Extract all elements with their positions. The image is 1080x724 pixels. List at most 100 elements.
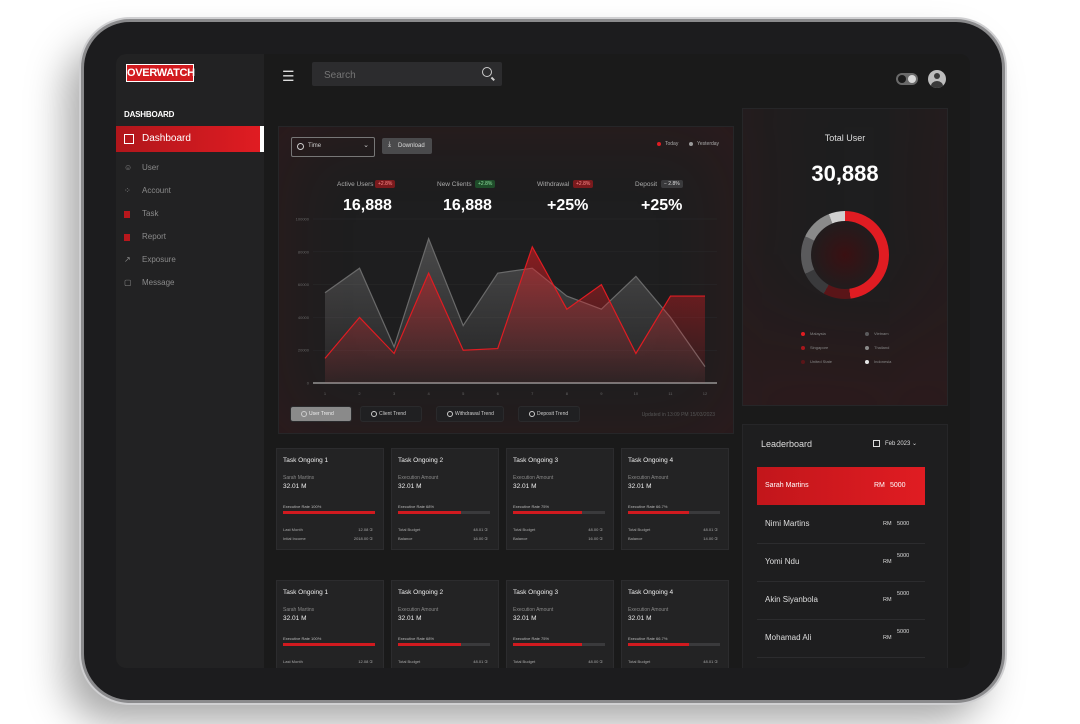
task-row-label: Total Budget xyxy=(628,659,651,664)
task-rate-value: 75% xyxy=(541,636,550,641)
task-rate: Executive Rate 68% xyxy=(398,636,434,641)
task-rate-label: Executive Rate xyxy=(628,636,655,641)
task-progress-bar xyxy=(283,511,375,514)
accounts-icon: ⁘ xyxy=(124,186,131,195)
task-card[interactable]: Task Ongoing 4 Execution Amount 32.01 M Exe… xyxy=(621,448,729,550)
task-rate-value: 75% xyxy=(541,504,550,509)
task-progress-fill xyxy=(283,511,375,514)
clock-icon xyxy=(371,411,377,417)
metric-label: Deposit xyxy=(635,181,658,188)
calendar-icon xyxy=(873,440,880,447)
legend-item: Vietnam xyxy=(865,331,889,336)
brand-logo[interactable]: OVERWATCH xyxy=(126,64,195,82)
y-tick-label: 60000 xyxy=(298,282,310,287)
sidebar-section-label: DASHBOARD xyxy=(124,110,175,119)
task-row-value: 12.08 ① xyxy=(358,659,373,664)
leaderboard-row[interactable]: Sarah Martins RM 5000 xyxy=(757,467,925,505)
task-title: Task Ongoing 2 xyxy=(398,589,444,596)
task-rate-label: Executive Rate xyxy=(283,504,310,509)
task-row-value: 48.01 ① xyxy=(473,527,488,532)
tab-withdrawal-trend[interactable]: Withdrawal Trend xyxy=(437,407,503,421)
task-card[interactable]: Task Ongoing 3 Execution Amount 32.01 M Exe… xyxy=(506,580,614,668)
trend-chart-card: Time ⌄ ⤓ Download Today Yesterday Active… xyxy=(278,126,734,434)
clock-icon xyxy=(297,143,304,150)
task-row-value: 12.08 ① xyxy=(358,527,373,532)
legend-dot xyxy=(689,141,693,146)
metric-badge: +2.8% xyxy=(475,180,496,188)
leader-name: Sarah Martins xyxy=(765,482,809,489)
leaderboard-row[interactable]: Akin Siyanbola RM 5000 xyxy=(757,583,925,620)
task-amount: 32.01 M xyxy=(283,615,307,622)
task-card[interactable]: Task Ongoing 1 Sarah Martins 32.01 M Execut… xyxy=(276,448,384,550)
chevron-down-icon: ⌄ xyxy=(912,441,918,448)
tab-deposit-trend[interactable]: Deposit Trend xyxy=(519,407,579,421)
task-subtitle: Execution Amount xyxy=(398,475,439,481)
y-tick-label: 20000 xyxy=(298,348,310,353)
task-rate-label: Executive Rate xyxy=(398,504,425,509)
task-progress-bar xyxy=(398,643,490,646)
leaderboard-row[interactable]: Yomi Ndu RM 5000 xyxy=(757,545,925,582)
task-subtitle: Execution Amount xyxy=(513,475,554,481)
task-progress-bar xyxy=(283,643,375,646)
clock-icon xyxy=(447,411,453,417)
task-card[interactable]: Task Ongoing 1 Sarah Martins 32.01 M Execut… xyxy=(276,580,384,668)
task-row-label: Intial Income xyxy=(283,536,306,541)
x-tick-label: 9 xyxy=(600,391,603,396)
legend-item: United State xyxy=(801,359,832,364)
task-subtitle: Execution Amount xyxy=(628,475,669,481)
search-box[interactable] xyxy=(312,62,502,86)
report-icon xyxy=(124,234,130,241)
leader-amount: 5000 xyxy=(897,629,910,635)
task-progress-fill xyxy=(283,643,375,646)
task-rate-label: Executive Rate xyxy=(398,636,425,641)
task-card[interactable]: Task Ongoing 3 Execution Amount 32.01 M Exe… xyxy=(506,448,614,550)
task-card[interactable]: Task Ongoing 2 Execution Amount 32.01 M Exe… xyxy=(391,448,499,550)
country-donut-chart xyxy=(801,211,889,299)
legend-dot xyxy=(657,141,661,146)
legend-label: Singapore xyxy=(810,345,829,350)
task-title: Task Ongoing 1 xyxy=(283,457,329,464)
metric-label: New Clients xyxy=(437,181,472,188)
legend-item: Indonesia xyxy=(865,359,891,364)
tab-client-trend[interactable]: Client Trend xyxy=(361,407,421,421)
month-select[interactable]: Feb 2023 ⌄ xyxy=(873,440,917,447)
legend-dot xyxy=(865,359,869,364)
search-input[interactable] xyxy=(322,66,476,84)
task-rate-value: 66.7% xyxy=(656,504,668,509)
task-rate: Executive Rate 100% xyxy=(283,504,321,509)
task-card[interactable]: Task Ongoing 2 Execution Amount 32.01 M Exe… xyxy=(391,580,499,668)
time-select[interactable]: Time ⌄ xyxy=(291,137,375,157)
clock-icon xyxy=(529,411,535,417)
tab-label: Deposit Trend xyxy=(537,411,569,417)
download-icon: ⤓ xyxy=(388,141,392,148)
hamburger-icon[interactable]: ☰ xyxy=(282,68,295,84)
search-icon[interactable] xyxy=(482,67,492,77)
sidebar-item-label: Message xyxy=(142,278,175,287)
theme-toggle[interactable] xyxy=(896,73,918,85)
user-avatar[interactable] xyxy=(928,70,946,88)
task-amount: 32.01 M xyxy=(628,483,652,490)
task-rate-value: 100% xyxy=(311,504,322,509)
task-card[interactable]: Task Ongoing 4 Execution Amount 32.01 M Exe… xyxy=(621,580,729,668)
metric-badge: +2.8% xyxy=(375,180,396,188)
legend-label: Indonesia xyxy=(874,359,892,364)
sidebar: OVERWATCH DASHBOARD Dashboard ☺ User ⁘ A… xyxy=(116,54,264,668)
y-tick-label: 0 xyxy=(307,381,310,386)
task-rate-value: 100% xyxy=(311,636,322,641)
task-row-label: Total Budget xyxy=(398,659,421,664)
sidebar-item-dashboard[interactable]: Dashboard xyxy=(116,126,264,152)
task-progress-fill xyxy=(628,643,689,646)
legend-label: United State xyxy=(810,359,833,364)
leaderboard-row[interactable]: Nimi Martins RM 5000 xyxy=(757,507,925,544)
task-progress-fill xyxy=(628,511,689,514)
leaderboard-row[interactable]: Mohamad Ali RM 5000 xyxy=(757,621,925,658)
task-rate: Executive Rate 75% xyxy=(513,504,549,509)
tab-user-trend[interactable]: User Trend xyxy=(291,407,351,421)
task-row-value: 48.00 ① xyxy=(588,659,603,664)
leader-name: Yomi Ndu xyxy=(765,557,800,566)
task-amount: 32.01 M xyxy=(283,483,307,490)
download-button[interactable]: ⤓ Download xyxy=(382,138,432,154)
total-user-title: Total User xyxy=(824,133,866,143)
leaderboard-card: Leaderboard Feb 2023 ⌄ Sarah Martins RM … xyxy=(742,424,948,668)
